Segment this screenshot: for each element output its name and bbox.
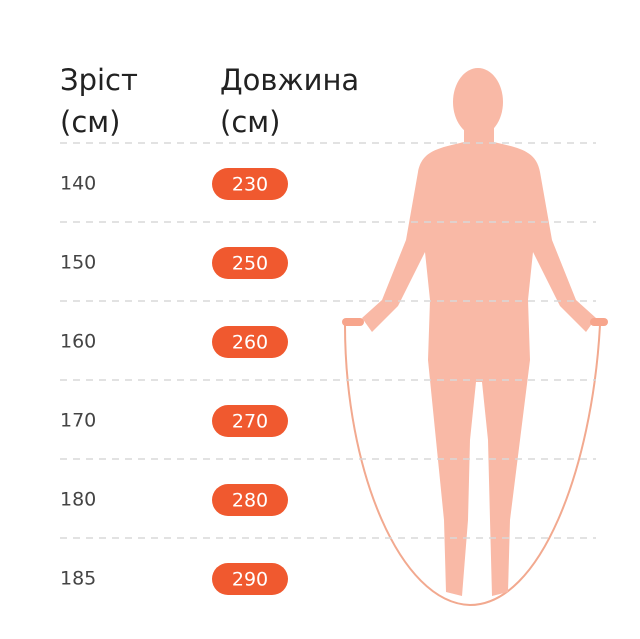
length-value: 250 — [232, 253, 268, 275]
length-value: 230 — [232, 174, 268, 196]
rope — [344, 324, 601, 607]
handle-left — [342, 318, 364, 326]
height-header: Зріст — [60, 63, 138, 97]
length-value: 280 — [232, 490, 268, 512]
height-value: 180 — [60, 489, 96, 511]
length-pill — [212, 405, 288, 437]
height-value: 160 — [60, 331, 96, 353]
handle-right — [590, 318, 608, 326]
figure — [342, 68, 608, 607]
height-value: 185 — [60, 568, 96, 590]
body — [362, 128, 596, 596]
height-unit: (см) — [60, 105, 120, 139]
height-value: 170 — [60, 410, 96, 432]
length-value: 270 — [232, 411, 268, 433]
length-pill — [212, 484, 288, 516]
length-header: Довжина — [220, 63, 359, 97]
length-value: 260 — [232, 332, 268, 354]
height-value: 150 — [60, 252, 96, 274]
length-pill — [212, 168, 288, 200]
length-pill — [212, 563, 288, 595]
head — [453, 68, 503, 136]
length-pill — [212, 326, 288, 358]
length-unit: (см) — [220, 105, 280, 139]
length-pill — [212, 247, 288, 279]
height-value: 140 — [60, 173, 96, 195]
length-value: 290 — [232, 569, 268, 591]
